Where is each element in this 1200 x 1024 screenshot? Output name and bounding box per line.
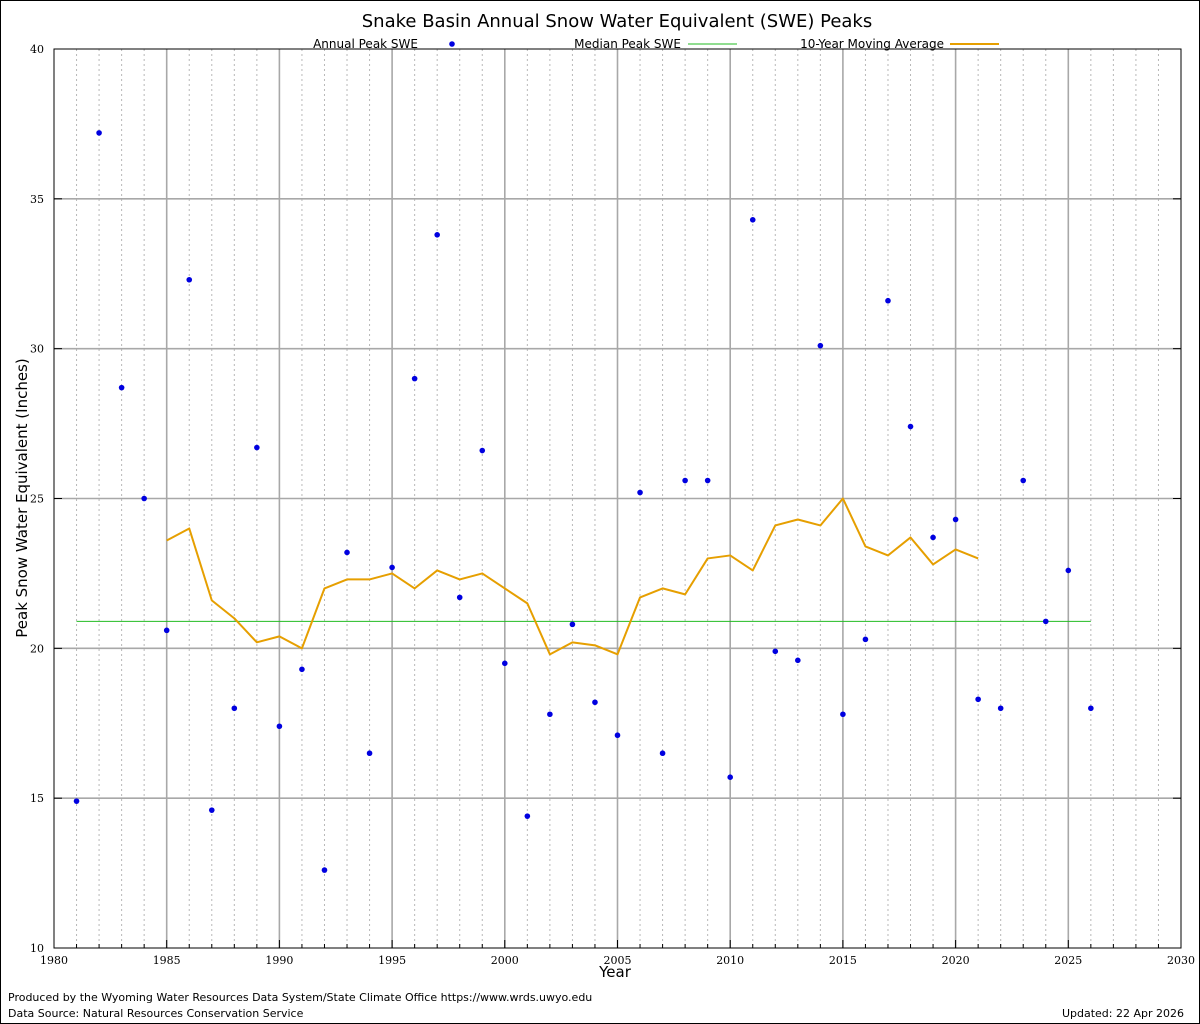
annual-peak-point bbox=[1088, 705, 1094, 712]
annual-peak-point bbox=[772, 648, 779, 655]
footer-produced-by: Produced by the Wyoming Water Resources … bbox=[8, 991, 593, 1004]
annual-peak-point bbox=[141, 495, 147, 502]
annual-peak-point bbox=[975, 696, 981, 703]
annual-peak-point bbox=[547, 711, 553, 718]
annual-peak-point bbox=[930, 534, 936, 541]
y-tick-label: 10 bbox=[30, 942, 44, 955]
x-tick-label: 2015 bbox=[829, 954, 857, 967]
x-tick-label: 1990 bbox=[265, 954, 293, 967]
series-layer bbox=[73, 130, 1094, 873]
annual-peak-point bbox=[479, 447, 486, 454]
chart-title: Snake Basin Annual Snow Water Equivalent… bbox=[362, 11, 872, 32]
x-axis-label: Year bbox=[598, 963, 632, 981]
annual-peak-point bbox=[795, 657, 801, 664]
x-tick-label: 2000 bbox=[491, 954, 519, 967]
annual-peak-point bbox=[1020, 477, 1027, 484]
annual-peak-point bbox=[524, 813, 531, 819]
annual-peak-point bbox=[637, 489, 643, 496]
annual-peak-point bbox=[366, 750, 373, 757]
annual-peak-point bbox=[885, 297, 891, 304]
annual-peak-point bbox=[96, 130, 102, 136]
annual-peak-point bbox=[659, 750, 666, 757]
annual-peak-point bbox=[614, 732, 621, 739]
annual-peak-point bbox=[682, 477, 688, 484]
y-tick-label: 30 bbox=[30, 343, 44, 356]
x-tick-label: 1980 bbox=[40, 954, 68, 967]
x-tick-label: 2030 bbox=[1167, 954, 1195, 967]
annual-peak-point bbox=[456, 594, 463, 601]
annual-peak-point bbox=[118, 384, 125, 391]
footer-data-source: Data Source: Natural Resources Conservat… bbox=[8, 1007, 304, 1020]
annual-peak-point bbox=[1065, 567, 1072, 574]
annual-peak-point bbox=[321, 867, 328, 873]
moving-average-line bbox=[166, 497, 979, 656]
annual-peak-point bbox=[727, 774, 733, 780]
major-grid bbox=[54, 49, 1181, 948]
annual-peak-point bbox=[502, 660, 508, 667]
annual-peak-point bbox=[411, 375, 418, 382]
legend-label: Median Peak SWE bbox=[574, 37, 681, 51]
annual-peak-point bbox=[254, 444, 260, 451]
annual-peak-point bbox=[1042, 618, 1049, 625]
annual-peak-point bbox=[389, 564, 395, 571]
x-axis-ticks: 1980 1985 1990 1995 2000 2005 2010 2015 2020 2025… bbox=[40, 940, 1195, 967]
annual-peak-point bbox=[862, 636, 869, 643]
annual-peak-point bbox=[569, 621, 576, 628]
annual-peak-point bbox=[997, 705, 1004, 712]
annual-peak-point bbox=[299, 666, 305, 673]
annual-peak-point bbox=[163, 627, 170, 634]
y-tick-label: 15 bbox=[30, 792, 44, 805]
legend-label: 10-Year Moving Average bbox=[800, 37, 944, 51]
y-axis-label: Peak Snow Water Equivalent (Inches) bbox=[13, 358, 31, 637]
x-tick-label: 2005 bbox=[604, 954, 632, 967]
annual-peak-point bbox=[817, 342, 824, 349]
y-tick-label: 20 bbox=[30, 642, 44, 655]
legend-label: Annual Peak SWE bbox=[313, 37, 418, 51]
annual-peak-point bbox=[907, 423, 914, 430]
annual-peak-point bbox=[276, 723, 283, 730]
legend-swatch-point bbox=[449, 41, 455, 47]
x-tick-label: 2025 bbox=[1054, 954, 1082, 967]
x-tick-label: 1995 bbox=[378, 954, 406, 967]
x-tick-label: 2020 bbox=[942, 954, 970, 967]
y-tick-label: 35 bbox=[30, 193, 44, 206]
legend: Annual Peak SWE Median Peak SWE 10-Year Mo… bbox=[313, 37, 999, 51]
annual-peak-point bbox=[344, 549, 350, 556]
annual-peak-point bbox=[208, 807, 215, 813]
annual-peak-point bbox=[73, 798, 80, 804]
y-tick-label: 25 bbox=[30, 493, 44, 506]
annual-peak-point bbox=[434, 231, 440, 238]
y-tick-label: 40 bbox=[30, 43, 44, 56]
x-tick-label: 1985 bbox=[153, 954, 181, 967]
annual-peak-point bbox=[840, 711, 846, 718]
annual-peak-point bbox=[749, 217, 756, 223]
y-axis-ticks: 10 15 20 25 30 35 40 bbox=[30, 43, 1181, 955]
annual-peak-point bbox=[704, 477, 711, 484]
annual-peak-point bbox=[231, 705, 238, 712]
footer-updated: Updated: 22 Apr 2026 bbox=[1061, 1007, 1184, 1020]
x-tick-label: 2010 bbox=[716, 954, 744, 967]
annual-peak-point bbox=[952, 516, 959, 523]
annual-peak-point bbox=[592, 699, 598, 706]
annual-peak-point bbox=[186, 276, 193, 283]
